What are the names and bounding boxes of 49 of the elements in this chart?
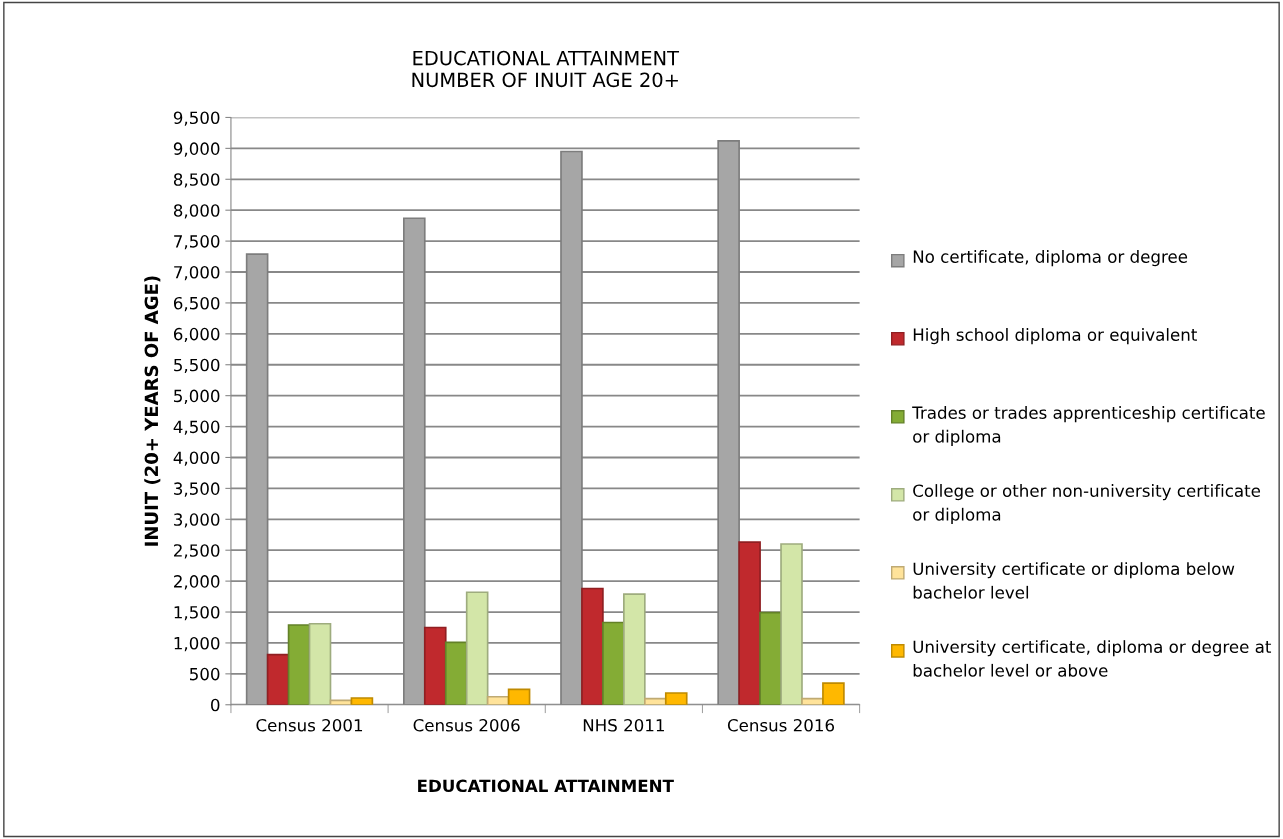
bar [602,621,625,705]
y-tick-label: 500 [190,667,220,681]
bar [822,682,845,705]
y-tick-label: 9,000 [173,142,220,157]
y-tick-label: 8,500 [173,173,220,188]
bar [623,593,646,705]
x-tick-label: Census 2016 [727,718,835,732]
y-tick-label: 4,500 [173,420,220,435]
y-tick-label: 7,000 [174,265,220,281]
bar [266,653,290,705]
bar [507,688,531,705]
y-tick-label: 2,500 [174,544,220,559]
legend-label: High school diploma or equivalent [913,328,1197,345]
y-tick-label: 8,000 [173,204,220,219]
y-tick-label: 0 [211,698,220,712]
bar [287,624,311,705]
y-tick-label: 1,000 [174,636,220,652]
y-tick-label: 4,000 [173,451,220,466]
x-axis-title: EDUCATIONAL ATTAINMENT [418,779,674,793]
bar [738,541,761,705]
y-tick-label: 3,500 [174,482,220,497]
y-tick-label: 6,000 [173,327,220,343]
y-tick-label: 2,000 [174,575,220,590]
legend-label: College or other non-university certificate or diploma [913,484,1261,524]
y-tick-label: 5,500 [174,358,220,374]
y-tick-label: 9,500 [173,111,220,126]
y-tick-label: 1,500 [174,605,220,621]
x-tick-label: Census 2001 [256,718,363,732]
legend-label: Trades or trades apprenticeship certificate or diploma [912,406,1265,446]
legend-label: University certificate, diploma or degree at bachelor level or above [913,640,1272,677]
bar [350,697,374,705]
bar [444,641,468,705]
legend-label: University certificate or diploma below bachelor level [913,562,1235,599]
x-tick-label: Census 2006 [413,718,520,732]
y-tick-label: 5,000 [174,389,220,404]
y-tick-label: 6,500 [173,296,220,312]
bar [465,591,489,705]
y-tick-label: 3,000 [174,513,220,528]
y-tick-label: 7,500 [174,235,220,250]
legend-label: No certificate, diploma or degree [913,250,1188,267]
bar [581,587,604,705]
bar [759,611,782,705]
chart-title: EDUCATIONAL ATTAINMENT NUMBER OF INUIT AGE 20+ [412,50,680,88]
y-axis-title: INUIT (20+ YEARS OF AGE) [144,276,161,546]
bar [423,626,447,705]
bar [308,622,332,705]
bar [664,692,688,705]
bar [780,543,803,705]
x-tick-label: NHS 2011 [583,718,664,732]
